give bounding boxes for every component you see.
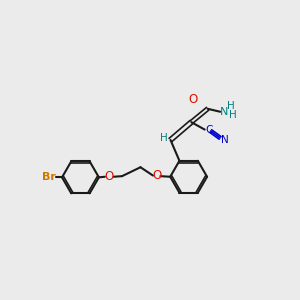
Text: C: C <box>205 125 212 135</box>
Text: N: N <box>220 107 228 117</box>
Text: H: H <box>160 134 168 143</box>
Text: O: O <box>153 169 162 182</box>
Text: O: O <box>189 93 198 106</box>
Text: H: H <box>229 110 236 120</box>
Text: H: H <box>227 101 234 111</box>
Text: N: N <box>221 135 229 145</box>
Text: O: O <box>105 170 114 183</box>
Text: Br: Br <box>42 172 56 182</box>
